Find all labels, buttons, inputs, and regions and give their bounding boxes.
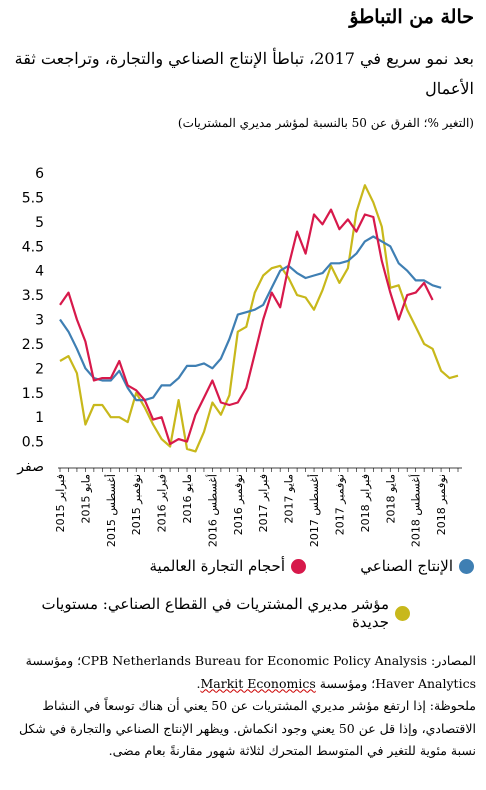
y-tick-label: 4: [35, 264, 44, 280]
x-tick-label: نوفمبر 2017: [333, 474, 346, 535]
y-tick-label: صفر: [16, 459, 44, 475]
y-tick-label: 6: [35, 166, 44, 182]
series-layer: [59, 184, 459, 453]
sources-prefix: المصادر:: [427, 653, 476, 668]
y-tick-label: 1: [35, 410, 44, 426]
y-tick-label: 2.5: [22, 337, 44, 353]
sources-haver: Haver Analytics: [375, 675, 476, 691]
legend-swatch-pmi: [395, 605, 410, 621]
legend-item-pmi: مؤشر مديري المشتريات في القطاع الصناعي: …: [0, 595, 410, 631]
x-tick-label: مايو 2015: [79, 474, 92, 524]
x-axis-tick-labels: فبراير 2015 مايو 2015 أغسطس 2015 نوفمبر 201…: [54, 474, 448, 547]
legend-swatch-trade: [291, 558, 306, 574]
x-tick-label: مايو 2016: [181, 474, 194, 524]
note-text: ملحوظة: إذا ارتفع مؤشر مديري المشتريات ع…: [18, 698, 476, 758]
y-tick-label: 0.5: [22, 435, 44, 451]
x-tick-label: أغسطس 2017: [307, 474, 321, 547]
line-chart: صفر 0.5 1 1.5 2 2.5 3 3.5 4 4.5 5 5.5 6 فبراير 2015 م…: [16, 166, 462, 547]
y-axis-tick-labels: صفر 0.5 1 1.5 2 2.5 3 3.5 4 4.5 5 5.5 6: [16, 166, 44, 475]
x-tick-label: مايو 2018: [384, 474, 397, 524]
legend-label-trade: أحجام التجارة العالمية: [149, 557, 286, 575]
chart-notes: المصادر: CPB Netherlands Bureau for Econ…: [10, 650, 476, 763]
x-tick-label: أغسطس 2016: [205, 474, 219, 547]
x-tick-label: مايو 2017: [283, 474, 296, 524]
sources-separator-2: ؛ ومؤسسة: [315, 675, 376, 691]
x-tick-label: نوفمبر 2016: [232, 474, 245, 535]
y-tick-label: 5.5: [22, 190, 44, 206]
y-tick-label: 4.5: [22, 239, 44, 255]
x-tick-label: أغسطس 2015: [104, 474, 118, 547]
x-tick-label: فبراير 2015: [54, 474, 67, 532]
legend-item-trade: أحجام التجارة العالمية: [149, 557, 306, 575]
y-tick-label: 5: [35, 215, 44, 231]
chart-title: حالة من التباطؤ: [349, 6, 474, 28]
chart-subtitle: بعد نمو سريع في 2017، تباطأ الإنتاج الصن…: [14, 49, 474, 98]
sources-separator-1: ؛ ومؤسسة: [25, 653, 82, 668]
x-tick-label: فبراير 2016: [156, 474, 169, 532]
legend-item-ip: الإنتاج الصناعي: [360, 557, 474, 575]
x-tick-label: نوفمبر 2018: [435, 474, 448, 535]
sources-cpb: CPB Netherlands Bureau for Economic Poli…: [81, 653, 428, 668]
y-tick-label: 2: [35, 361, 44, 377]
x-tick-label: نوفمبر 2015: [130, 474, 143, 535]
sources-line: المصادر: CPB Netherlands Bureau for Econ…: [10, 650, 476, 695]
legend-swatch-ip: [459, 558, 474, 574]
sources-markit: Markit Economics: [200, 675, 316, 691]
series-line-ip: [59, 235, 442, 402]
x-tick-label: فبراير 2017: [257, 474, 270, 532]
x-axis-ticks: [59, 468, 459, 472]
y-tick-label: 1.5: [22, 386, 44, 402]
series-line-pmi: [59, 184, 459, 453]
y-tick-label: 3.5: [22, 288, 44, 304]
series-line-trade: [59, 208, 434, 446]
legend-label-pmi: مؤشر مديري المشتريات في القطاع الصناعي: …: [41, 595, 389, 631]
x-tick-label: أغسطس 2018: [409, 474, 423, 547]
chart-units-note: (التغير %؛ الفرق عن 50 بالنسبة لمؤشر مدي…: [177, 116, 474, 130]
x-tick-label: فبراير 2018: [359, 474, 372, 532]
y-tick-label: 3: [35, 313, 44, 329]
sources-end: .: [196, 675, 201, 691]
legend-label-ip: الإنتاج الصناعي: [360, 557, 453, 575]
